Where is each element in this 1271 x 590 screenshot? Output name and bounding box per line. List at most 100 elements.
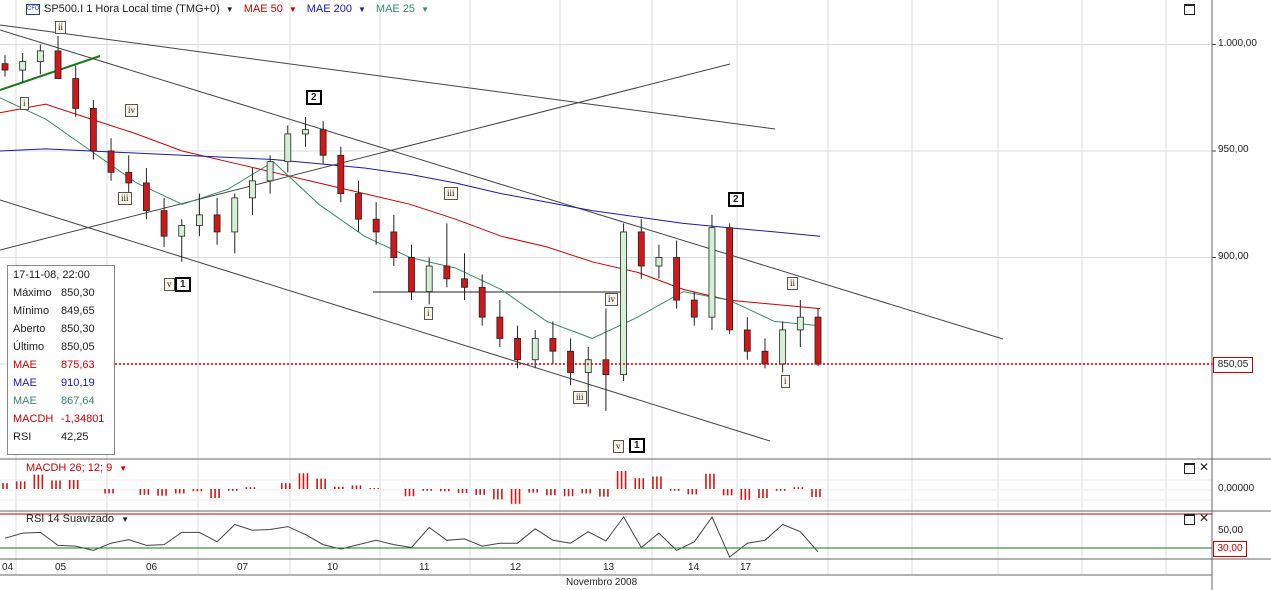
candle-body [19,61,27,71]
candle-body [355,193,362,220]
wave-label: v [164,278,175,291]
wave-label-major: 2 [306,90,322,105]
x-tick-label: 07 [237,562,249,573]
candle-body [36,50,44,62]
indicator-mae50[interactable]: MAE 50 [243,3,283,15]
x-tick-label: 11 [419,562,430,573]
candle-body [726,227,734,331]
candle-body [655,257,663,267]
candle-body [72,78,80,109]
x-tick-label: 06 [146,562,158,573]
maximize-icon[interactable] [1184,514,1195,525]
wave-label-major: 2 [728,192,744,207]
candle-body [372,218,380,233]
wave-label: iv [605,293,619,306]
candle-body [779,329,787,365]
info-row: Mínimo 849,65 [13,305,95,317]
candlesticks [1,35,822,411]
wave-label: ii [787,277,799,290]
candle-body [620,231,627,376]
candle-body [284,133,292,163]
ma-line-mae-200 [0,148,821,237]
info-row: Último 850,05 [13,341,95,353]
candle-body [125,171,133,184]
wave-label-major: 1 [629,438,645,453]
wave-label: ii [55,21,67,34]
candle-body [249,180,256,199]
candle-body [496,316,504,339]
candle-body [213,214,221,233]
candle-body [478,286,486,318]
macd-histogram [2,471,821,504]
candle-body [302,129,309,135]
trend-line [0,55,101,91]
candle-body [107,150,115,173]
info-row: MAE 910,19 [13,377,95,389]
trend-line [0,24,776,130]
candle-body [796,316,804,331]
candle-body [160,210,168,237]
last-price-label: 850,05 [1213,357,1253,373]
macd-title[interactable]: MACDH 26; 12; 9 ▼ [26,462,128,474]
candle-body [531,338,539,361]
candle-body [1,63,9,71]
candle-body [142,182,150,212]
wave-label: i [781,375,790,388]
close-icon[interactable]: ✕ [1199,511,1210,525]
trend-line [0,29,1004,340]
x-tick-label: 14 [688,562,700,573]
wave-label: iii [444,187,458,200]
trend-line [0,63,731,251]
candle-body [443,265,451,280]
dropdown-arrow-icon[interactable]: ▼ [421,4,429,14]
x-tick-label: 10 [327,562,339,573]
rsi-50-label: 50,00 [1218,525,1244,536]
wave-label: i [424,307,433,320]
dropdown-arrow-icon[interactable]: ▼ [288,4,297,14]
maximize-icon[interactable] [1184,463,1195,474]
candle-body [390,231,398,258]
candle-body [743,329,751,352]
info-row: MAE 875,63 [13,359,95,371]
wave-label: i [20,97,29,110]
candle-body [567,350,574,373]
chart-title[interactable]: SP500.I 1 Hora Local time (TMG+0) [44,3,220,15]
candle-body [337,154,345,194]
info-box: 17-11-08, 22:00 Máximo 850,30 Mínimo 849,6… [7,265,115,455]
x-tick-label: 05 [55,562,67,573]
trend-line [0,199,771,442]
indicator-mae200[interactable]: MAE 200 [306,3,352,15]
x-tick-label: 13 [603,562,615,573]
info-row: MACDH -1,34801 [13,413,105,425]
y-tick-label: 900,00 [1218,251,1249,262]
candle-body [637,231,645,267]
wave-label: iv [125,104,139,117]
candle-body [549,338,557,352]
candle-body [514,338,521,361]
dropdown-arrow-icon[interactable]: ▼ [225,4,234,14]
info-row: Aberto 850,30 [13,323,95,335]
maximize-icon[interactable] [1184,4,1195,15]
candle-body [690,299,698,318]
info-date: 17-11-08, 22:00 [13,269,90,281]
candle-body [584,359,592,373]
candle-body [319,129,327,156]
macd-zero-label: 0,00000 [1218,483,1255,494]
wave-label-major: 1 [175,277,191,292]
rsi-title[interactable]: RSI 14 Suavizado ▼ [26,513,130,525]
indicator-mae25[interactable]: MAE 25 [375,3,416,15]
ma-line-mae-50 [0,103,821,310]
candle-body [266,161,274,182]
chart-header: CFD SP500.I 1 Hora Local time (TMG+0) ▼ … [26,3,435,15]
info-row: RSI 42,25 [13,431,89,443]
x-month-label: Novembro 2008 [566,577,638,588]
rsi-30-label: 30,00 [1213,541,1247,557]
dropdown-arrow-icon[interactable]: ▼ [358,4,366,14]
info-row: Máximo 850,30 [13,287,95,299]
x-tick-label: 12 [510,562,522,573]
candle-body [602,359,610,376]
close-icon[interactable]: ✕ [1199,460,1210,474]
x-tick-label: 04 [2,562,14,573]
